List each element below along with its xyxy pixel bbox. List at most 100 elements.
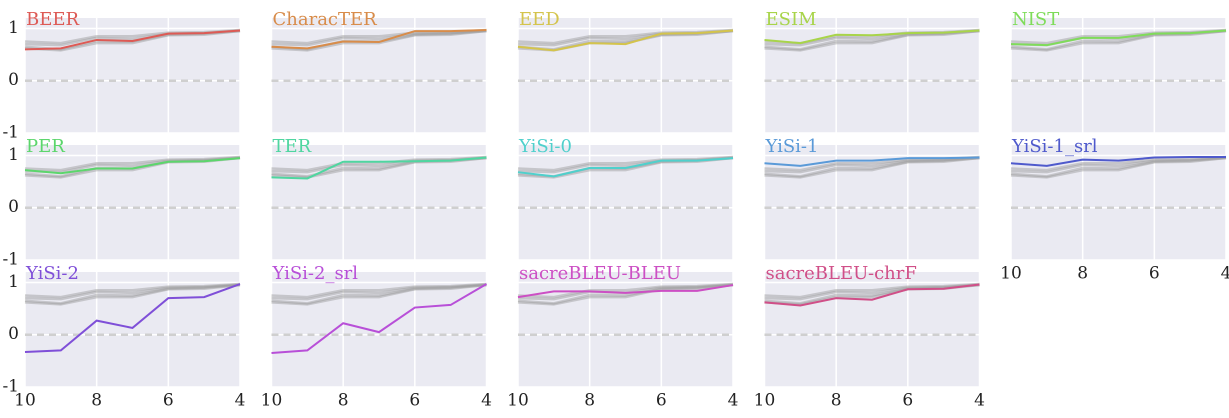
metric-line (764, 29, 980, 45)
background-line (517, 28, 734, 45)
panel-title: YiSi-0 (518, 136, 572, 157)
background-line (764, 156, 980, 179)
metric-line (517, 284, 734, 299)
background-line (271, 29, 487, 47)
y-tick-label: -1 (2, 123, 19, 143)
panel-title: CharacTER (273, 9, 378, 30)
background-line (1010, 156, 1227, 179)
plot-area (271, 272, 487, 387)
panel-title: YiSi-1 (765, 136, 819, 157)
metric-line (1010, 29, 1227, 47)
background-line (271, 155, 487, 172)
x-tick-label: 4 (728, 391, 739, 411)
background-line (764, 29, 980, 51)
panel-title: sacreBLEU-BLEU (519, 263, 681, 284)
y-tick-label: 0 (8, 324, 19, 344)
metric-line (764, 283, 980, 307)
x-tick-label: 4 (1221, 264, 1229, 284)
metric-line (271, 156, 487, 180)
background-line (1010, 156, 1227, 174)
background-line (1010, 156, 1227, 178)
plot-area (271, 18, 487, 133)
y-tick-label: 1 (8, 18, 19, 38)
background-line (24, 156, 241, 174)
background-line (764, 156, 980, 174)
x-tick-label: 10 (507, 391, 529, 411)
x-tick-label: 6 (163, 391, 174, 411)
metric-line (24, 29, 241, 51)
panel-title: PER (26, 136, 65, 157)
plot-area (1011, 145, 1226, 260)
metric-line (271, 29, 487, 50)
background-line (271, 283, 487, 306)
background-line (517, 282, 734, 299)
x-tick-label: 8 (338, 391, 349, 411)
x-tick-label: 8 (831, 391, 842, 411)
panel-title: BEER (26, 9, 80, 30)
panel-title: TER (273, 136, 312, 157)
plot-area (25, 272, 240, 387)
y-tick-label: -1 (2, 250, 19, 270)
background-line (271, 283, 487, 301)
metric-line (517, 157, 734, 178)
background-line (24, 29, 241, 52)
x-tick-label: 10 (1000, 264, 1022, 284)
plot-area (518, 18, 733, 133)
x-tick-label: 8 (584, 391, 595, 411)
background-line (517, 283, 734, 305)
panel-title: YiSi-1_srl (1011, 136, 1098, 157)
background-line (1010, 155, 1227, 172)
metric-line (24, 157, 241, 175)
metric-line (1010, 156, 1226, 167)
metric-line (24, 283, 241, 353)
background-line (24, 283, 241, 301)
panel-title: EED (519, 9, 560, 30)
background-line (1010, 29, 1227, 52)
background-line (517, 156, 734, 179)
y-tick-label: 0 (8, 70, 19, 90)
metric-line (271, 283, 488, 355)
background-line (24, 282, 241, 299)
background-line (517, 155, 734, 172)
background-line (764, 283, 980, 301)
background-line (24, 283, 241, 305)
x-tick-label: 4 (481, 391, 492, 411)
x-tick-label: 6 (656, 391, 667, 411)
background-line (271, 283, 487, 305)
background-line (24, 155, 241, 172)
plot-area (764, 145, 980, 260)
background-line (517, 283, 734, 306)
panel-title: YiSi-2_srl (272, 263, 359, 284)
x-tick-label: 8 (91, 391, 102, 411)
y-tick-label: 0 (8, 197, 19, 217)
x-tick-label: 6 (409, 391, 420, 411)
x-tick-label: 8 (1077, 264, 1088, 284)
panel-title: sacreBLEU-chrF (766, 263, 917, 284)
background-line (764, 282, 980, 299)
x-tick-label: 4 (974, 391, 985, 411)
y-tick-label: -1 (2, 377, 19, 397)
background-line (271, 28, 487, 45)
plot-area (518, 145, 733, 260)
y-tick-label: 1 (8, 272, 19, 292)
plot-area (25, 18, 240, 133)
plot-area (764, 18, 980, 133)
panel-title: ESIM (766, 9, 817, 30)
panel-title: YiSi-2 (25, 263, 79, 284)
metric-line (764, 156, 980, 167)
plot-area (25, 145, 240, 260)
x-tick-label: 10 (754, 391, 776, 411)
background-line (764, 283, 980, 305)
plot-area (271, 145, 487, 260)
background-line (764, 156, 980, 178)
background-line (764, 29, 980, 52)
background-line (764, 155, 980, 172)
y-tick-label: 1 (8, 145, 19, 165)
metric-line (517, 29, 734, 52)
background-line (24, 28, 241, 45)
panel-title: NIST (1012, 9, 1059, 30)
background-line (1010, 28, 1227, 45)
background-line (24, 283, 241, 306)
x-tick-label: 6 (1149, 264, 1160, 284)
